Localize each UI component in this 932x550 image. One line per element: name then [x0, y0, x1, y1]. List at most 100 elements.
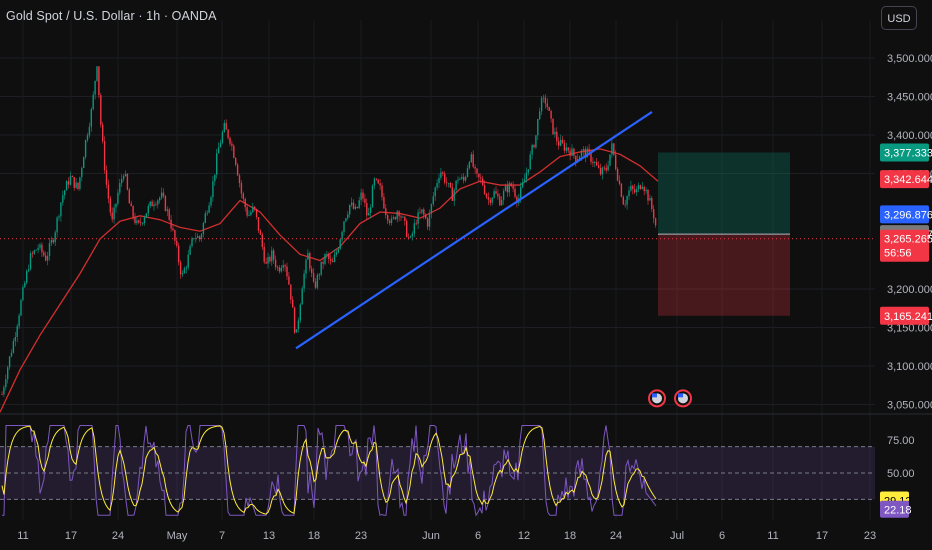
trend-line[interactable] — [295, 110, 653, 350]
time-tick-label: 12 — [518, 530, 530, 542]
candle-body — [261, 234, 263, 247]
candle-body — [56, 217, 58, 233]
candle-body — [208, 205, 210, 213]
time-tick-label: 13 — [263, 530, 275, 542]
candle-body — [347, 214, 349, 219]
candle-body — [119, 183, 121, 193]
candle-body — [54, 232, 56, 243]
candle-body — [111, 212, 113, 220]
candle-body — [375, 178, 377, 180]
candle-body — [653, 209, 655, 219]
candle-body — [174, 230, 176, 241]
candle-body — [434, 187, 436, 197]
candle-body — [542, 97, 545, 99]
candle-body — [31, 253, 34, 255]
time-tick-label: 23 — [864, 530, 876, 542]
candle-body — [558, 141, 560, 146]
candle-body — [449, 182, 452, 188]
candle-body — [527, 169, 529, 173]
candle-body — [407, 236, 410, 238]
candle-body — [77, 182, 79, 189]
candle-body — [299, 304, 301, 321]
candle-body — [453, 189, 455, 201]
candle-body — [369, 207, 372, 213]
candle-body — [425, 214, 427, 219]
candle-body — [499, 196, 501, 206]
candle-body — [176, 240, 178, 246]
candle-body — [284, 265, 286, 267]
candle-body — [400, 216, 402, 218]
candle-body — [516, 196, 518, 203]
candle-body — [531, 145, 533, 155]
candle-body — [447, 182, 450, 184]
time-tick-label: 24 — [610, 530, 622, 542]
candle-body — [18, 315, 20, 327]
candle-body — [388, 220, 391, 224]
candle-body — [483, 185, 486, 194]
candle-body — [37, 247, 39, 250]
candle-body — [320, 261, 322, 275]
candle-body — [219, 142, 222, 148]
candle-body — [130, 203, 132, 207]
candle-body — [149, 201, 151, 207]
candle-body — [594, 162, 596, 164]
candle-body — [603, 167, 605, 169]
candle-body — [419, 212, 421, 214]
candle-body — [10, 352, 13, 357]
candle-body — [632, 185, 634, 190]
candle-body — [506, 185, 509, 193]
candle-body — [368, 212, 370, 216]
candle-body — [178, 245, 180, 263]
candle-body — [352, 202, 355, 209]
price-label-tag — [880, 205, 929, 224]
candle-body — [582, 149, 585, 151]
candle-body — [314, 281, 317, 288]
candle-body — [81, 168, 83, 178]
candle-body — [132, 206, 134, 217]
candle-body — [273, 250, 275, 260]
candle-body — [417, 212, 419, 224]
candle-body — [157, 200, 159, 205]
candle-body — [326, 253, 328, 255]
price-label-tag — [880, 229, 929, 262]
candle-body — [170, 219, 172, 229]
price-tick-label: 3,150.000 — [887, 323, 932, 335]
candle-body — [472, 154, 474, 167]
candle-body — [590, 151, 592, 162]
price-label-text: 3,165.241 — [884, 311, 932, 323]
candle-body — [202, 222, 205, 235]
candle-body — [122, 176, 125, 180]
candle-body — [474, 166, 476, 169]
candle-body — [525, 172, 528, 180]
candle-body — [415, 223, 417, 225]
candle-body — [159, 197, 161, 201]
candle-body — [487, 197, 490, 200]
candle-body — [235, 157, 237, 165]
candle-body — [647, 189, 649, 201]
candle-body — [430, 204, 433, 214]
candle-body — [172, 228, 174, 231]
price-label-tag — [880, 143, 929, 162]
take-profit-zone — [658, 152, 790, 235]
candle-body — [278, 267, 281, 272]
candle-body — [16, 326, 18, 338]
candle-body — [637, 185, 640, 190]
candle-body — [428, 213, 431, 227]
candle-body — [45, 255, 47, 261]
currency-button[interactable]: USD — [881, 6, 917, 30]
candle-body — [356, 206, 358, 209]
candle-body — [596, 162, 598, 166]
candle-body — [324, 254, 326, 264]
candle-body — [508, 183, 510, 193]
candle-body — [41, 244, 43, 253]
candle-body — [478, 173, 480, 178]
candle-body — [216, 153, 218, 175]
candle-body — [521, 182, 524, 188]
candle-body — [75, 182, 77, 188]
candle-body — [233, 145, 235, 158]
candle-body — [102, 124, 104, 142]
candle-body — [65, 181, 68, 191]
candle-body — [605, 167, 607, 171]
candle-body — [318, 274, 320, 276]
